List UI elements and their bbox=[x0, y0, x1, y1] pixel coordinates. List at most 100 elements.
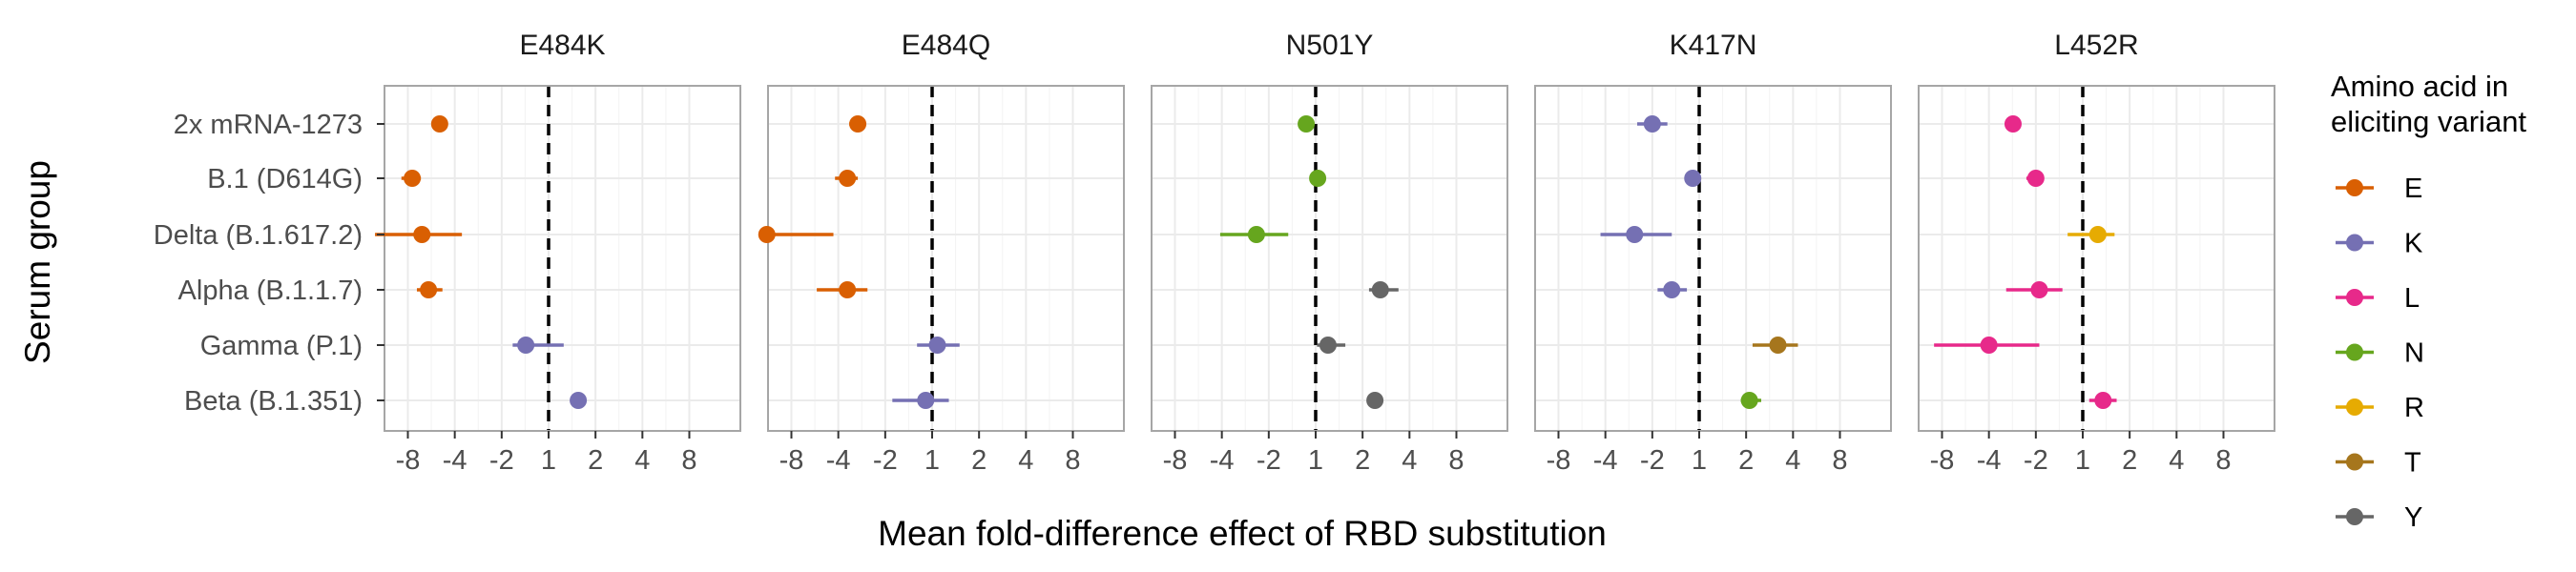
x-tick-label: 4 bbox=[1018, 445, 1033, 476]
y-axis: 2x mRNA-1273 B.1 (D614G) Delta (B.1.617.2)… bbox=[154, 110, 384, 417]
x-tick-label: 8 bbox=[681, 445, 696, 476]
x-tick-label: 4 bbox=[2169, 445, 2184, 476]
x-tick-label: -8 bbox=[396, 445, 421, 476]
y-axis-title: Serum group bbox=[18, 160, 57, 364]
legend-label: N bbox=[2404, 338, 2424, 369]
x-tick-label: -8 bbox=[1930, 445, 1955, 476]
x-tick-label: 8 bbox=[2215, 445, 2231, 476]
panel-background bbox=[384, 86, 740, 431]
legend-key-point bbox=[2346, 508, 2363, 525]
legend-key-point bbox=[2346, 179, 2363, 196]
legend-item-t: T bbox=[2336, 448, 2421, 479]
x-tick-label: 1 bbox=[1692, 445, 1707, 476]
data-point bbox=[1684, 170, 1702, 187]
data-point bbox=[1309, 170, 1327, 187]
x-tick-label: 4 bbox=[634, 445, 650, 476]
x-tick-label: -4 bbox=[826, 445, 851, 476]
data-point bbox=[404, 170, 422, 187]
legend-label: L bbox=[2404, 283, 2420, 314]
panel-background bbox=[1919, 86, 2275, 431]
data-point bbox=[1298, 115, 1316, 133]
data-point bbox=[1663, 281, 1681, 298]
x-tick-label: -2 bbox=[2024, 445, 2048, 476]
y-tick-label: B.1 (D614G) bbox=[207, 164, 363, 194]
legend-label: K bbox=[2404, 229, 2423, 259]
data-point bbox=[413, 226, 431, 243]
x-tick-label: 1 bbox=[541, 445, 556, 476]
legend-item-e: E bbox=[2336, 174, 2422, 204]
legend-item-l: L bbox=[2336, 283, 2420, 314]
x-tick-label: -4 bbox=[1593, 445, 1618, 476]
data-point bbox=[1626, 226, 1644, 243]
legend-label: T bbox=[2404, 448, 2421, 479]
x-tick-label: -2 bbox=[489, 445, 514, 476]
panel-title: L452R bbox=[2054, 30, 2138, 61]
legend-key-point bbox=[2346, 398, 2363, 416]
panel-background bbox=[768, 86, 1124, 431]
data-point bbox=[1366, 392, 1384, 409]
x-axis-title: Mean fold-difference effect of RBD subst… bbox=[878, 514, 1607, 553]
data-point bbox=[2094, 392, 2112, 409]
data-point bbox=[1740, 392, 1758, 409]
legend-item-r: R bbox=[2336, 393, 2424, 423]
data-point bbox=[1769, 337, 1787, 354]
y-tick-label: Beta (B.1.351) bbox=[184, 386, 363, 417]
legend-title-line: Amino acid in bbox=[2331, 70, 2508, 103]
x-tick-label: 2 bbox=[971, 445, 987, 476]
x-tick-label: -8 bbox=[1163, 445, 1188, 476]
panel-background bbox=[1535, 86, 1891, 431]
panel-border bbox=[1151, 85, 1508, 432]
data-point bbox=[517, 337, 535, 354]
x-tick-label: 1 bbox=[924, 445, 940, 476]
data-point bbox=[2088, 226, 2107, 243]
data-point bbox=[570, 392, 588, 409]
x-tick-label: 8 bbox=[1448, 445, 1464, 476]
y-tick-label: Delta (B.1.617.2) bbox=[154, 220, 363, 251]
data-point bbox=[420, 281, 438, 298]
data-point bbox=[2030, 281, 2048, 298]
data-point bbox=[928, 337, 946, 354]
legend-label: E bbox=[2404, 174, 2422, 204]
x-tick-label: 2 bbox=[2122, 445, 2137, 476]
y-tick-label: Alpha (B.1.1.7) bbox=[178, 276, 363, 306]
legend-key-point bbox=[2346, 234, 2363, 252]
x-tick-label: -2 bbox=[1257, 445, 1281, 476]
data-point bbox=[2004, 115, 2022, 133]
data-point bbox=[839, 281, 857, 298]
data-point bbox=[849, 115, 867, 133]
panel-title: E484Q bbox=[902, 30, 990, 61]
panel-border bbox=[384, 85, 741, 432]
data-point bbox=[1319, 337, 1337, 354]
panel-title: E484K bbox=[519, 30, 605, 61]
panel-e484k: E484K -8 -4 -2 1 2 4 8 bbox=[375, 30, 741, 476]
y-tick-label: 2x mRNA-1273 bbox=[174, 110, 363, 140]
legend-item-y: Y bbox=[2336, 502, 2422, 533]
data-point bbox=[758, 226, 776, 243]
x-tick-label: -8 bbox=[779, 445, 804, 476]
data-point bbox=[917, 392, 935, 409]
x-tick-label: 2 bbox=[588, 445, 603, 476]
x-tick-label: -4 bbox=[443, 445, 467, 476]
x-tick-label: 8 bbox=[1832, 445, 1847, 476]
data-point bbox=[839, 170, 857, 187]
panel-title: N501Y bbox=[1286, 30, 1374, 61]
panel-border bbox=[767, 85, 1125, 432]
x-tick-label: 1 bbox=[2075, 445, 2090, 476]
panel-border bbox=[1534, 85, 1892, 432]
x-tick-label: -8 bbox=[1547, 445, 1571, 476]
x-tick-label: 2 bbox=[1738, 445, 1754, 476]
data-point bbox=[1980, 337, 1998, 354]
panel-e484q: E484Q -8 -4 -2 1 2 4 8 bbox=[758, 30, 1125, 476]
x-tick-label: -4 bbox=[1977, 445, 2002, 476]
panel-background bbox=[1152, 86, 1507, 431]
legend-title-line: eliciting variant bbox=[2331, 105, 2526, 138]
panel-k417n: K417N -8 -4 -2 1 2 4 8 bbox=[1534, 30, 1892, 476]
legend-item-n: N bbox=[2336, 338, 2424, 369]
y-tick-label: Gamma (P.1) bbox=[200, 331, 363, 361]
legend-item-k: K bbox=[2336, 229, 2423, 259]
x-tick-label: 4 bbox=[1402, 445, 1417, 476]
panel-l452r: L452R -8 -4 -2 1 2 4 8 bbox=[1918, 30, 2275, 476]
legend-key-point bbox=[2346, 453, 2363, 471]
